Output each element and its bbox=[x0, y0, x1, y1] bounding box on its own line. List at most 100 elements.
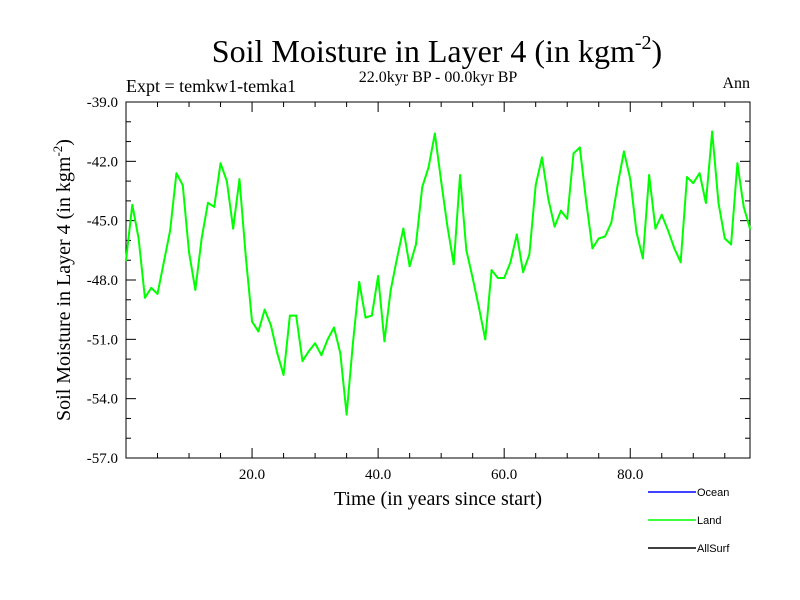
land-data-point bbox=[503, 277, 506, 280]
legend-allsurf-label: AllSurf bbox=[697, 543, 730, 555]
land-data-point bbox=[717, 201, 720, 204]
land-data-point bbox=[351, 342, 354, 345]
land-data-point bbox=[206, 201, 209, 204]
land-data-point bbox=[232, 227, 235, 230]
land-data-point bbox=[730, 243, 733, 246]
land-data-point bbox=[559, 209, 562, 212]
x-axis-label: Time (in years since start) bbox=[334, 488, 542, 510]
land-data-point bbox=[597, 237, 600, 240]
land-data-point bbox=[370, 314, 373, 317]
y-axis-label: Soil Moisture in Layer 4 (in kgm-2) bbox=[50, 139, 75, 421]
land-data-point bbox=[314, 342, 317, 345]
land-data-point bbox=[616, 184, 619, 187]
land-data-point bbox=[257, 330, 260, 333]
land-data-point bbox=[137, 237, 140, 240]
land-data-point bbox=[553, 225, 556, 228]
land-data-point bbox=[490, 269, 493, 272]
y-tick-label: -57.0 bbox=[87, 451, 118, 467]
y-tick-label: -51.0 bbox=[87, 332, 118, 348]
land-data-point bbox=[547, 197, 550, 200]
land-data-point bbox=[515, 233, 518, 236]
land-data-point bbox=[604, 235, 607, 238]
y-tick-label: -45.0 bbox=[87, 214, 118, 230]
land-data-point bbox=[143, 296, 146, 299]
land-data-point bbox=[585, 199, 588, 202]
land-data-point bbox=[389, 288, 392, 291]
land-data-point bbox=[301, 360, 304, 363]
land-data-point bbox=[566, 217, 569, 220]
x-tick-labels: 20.0 40.0 60.0 80.0 bbox=[239, 467, 643, 483]
x-tick-label: 80.0 bbox=[617, 467, 643, 483]
land-data-point bbox=[528, 253, 531, 256]
land-data-point bbox=[534, 184, 537, 187]
land-data-point bbox=[288, 314, 291, 317]
land-data-point bbox=[610, 221, 613, 224]
y-tick-labels: -39.0 -42.0 -45.0 -48.0 -51.0 -54.0 -57.0 bbox=[87, 95, 118, 467]
land-data-point bbox=[408, 265, 411, 268]
x-tick-label: 60.0 bbox=[491, 467, 517, 483]
land-data-point bbox=[421, 186, 424, 189]
land-data-point bbox=[263, 308, 266, 311]
land-data-point bbox=[465, 249, 468, 252]
legend-land-label: Land bbox=[697, 515, 721, 527]
land-data-point bbox=[711, 130, 714, 133]
land-data-point bbox=[326, 338, 329, 341]
land-data-point bbox=[541, 156, 543, 159]
season-label: Ann bbox=[722, 75, 750, 92]
land-data-point bbox=[188, 251, 191, 254]
land-data-point bbox=[692, 182, 695, 185]
experiment-label: Expt = temkw1-temka1 bbox=[126, 76, 296, 96]
land-data-point bbox=[238, 178, 241, 181]
land-data-point bbox=[742, 205, 745, 208]
land-data-point bbox=[295, 314, 298, 317]
land-data-point bbox=[396, 257, 399, 260]
land-data-point bbox=[522, 271, 525, 274]
land-data-point bbox=[496, 277, 499, 280]
axis-ticks bbox=[126, 101, 750, 459]
chart-title: Soil Moisture in Layer 4 (in kgm-2) bbox=[212, 32, 662, 69]
land-data-point bbox=[673, 247, 676, 250]
x-tick-label: 20.0 bbox=[239, 467, 265, 483]
land-data-point bbox=[200, 237, 203, 240]
land-data-point bbox=[433, 132, 436, 135]
land-data-point bbox=[333, 326, 335, 329]
x-tick-label: 40.0 bbox=[365, 467, 391, 483]
land-data-point bbox=[125, 259, 127, 262]
land-data-point bbox=[484, 338, 487, 341]
y-tick-label: -48.0 bbox=[87, 273, 118, 289]
land-data-point bbox=[446, 225, 449, 228]
land-data-point bbox=[358, 280, 361, 283]
land-data-point bbox=[660, 213, 663, 216]
land-data-point bbox=[219, 162, 222, 165]
land-data-point bbox=[622, 150, 625, 153]
land-data-point bbox=[150, 286, 153, 289]
land-data-point bbox=[749, 227, 751, 230]
y-tick-label: -39.0 bbox=[87, 95, 118, 111]
land-data-point bbox=[704, 201, 707, 204]
land-data-point bbox=[169, 229, 172, 232]
land-series-points bbox=[125, 130, 751, 416]
land-data-point bbox=[225, 180, 228, 183]
time-range-label: 22.0kyr BP - 00.0kyr BP bbox=[359, 69, 518, 86]
land-data-point bbox=[383, 340, 386, 343]
land-data-point bbox=[364, 316, 367, 319]
land-data-point bbox=[723, 237, 726, 240]
land-data-point bbox=[282, 373, 285, 376]
land-data-point bbox=[459, 174, 462, 177]
y-tick-label: -42.0 bbox=[87, 154, 118, 170]
y-tick-label: -54.0 bbox=[87, 392, 118, 408]
land-series-line bbox=[125, 130, 751, 416]
land-data-point bbox=[440, 180, 443, 183]
land-data-point bbox=[156, 292, 159, 295]
land-data-point bbox=[679, 261, 682, 264]
land-data-point bbox=[414, 243, 417, 246]
land-data-point bbox=[175, 172, 178, 175]
land-data-point bbox=[251, 320, 254, 323]
land-data-point bbox=[244, 255, 247, 258]
land-data-point bbox=[427, 166, 430, 169]
legend-ocean-label: Ocean bbox=[697, 487, 729, 499]
land-data-point bbox=[269, 324, 272, 327]
land-data-point bbox=[591, 247, 594, 250]
land-data-point bbox=[307, 350, 310, 353]
